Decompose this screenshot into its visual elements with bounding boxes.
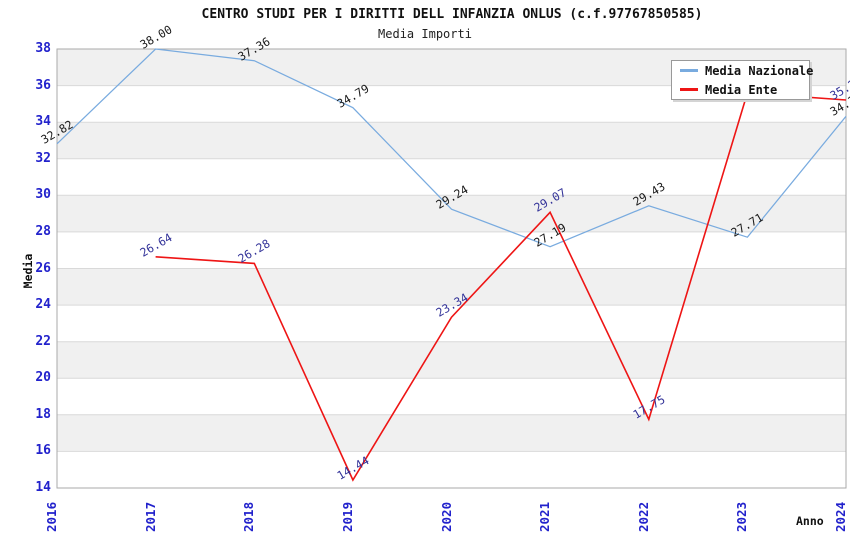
x-tick-label: 2018 [241, 501, 257, 532]
series-line-media-ente [155, 92, 847, 482]
legend-swatch-media-nazionale [680, 69, 698, 72]
legend: Media Nazionale Media Ente [671, 60, 813, 100]
x-tick-label: 2021 [537, 501, 553, 532]
chart-subtitle: Media Importi [378, 27, 472, 41]
legend-swatch-media-ente [680, 88, 698, 91]
plot-border [56, 48, 847, 489]
y-tick-label: 20 [35, 370, 51, 386]
x-tick-label: 2020 [438, 501, 454, 532]
x-tick-label: 2016 [44, 501, 59, 532]
grid-band [57, 414, 846, 452]
y-tick-label: 16 [35, 443, 51, 459]
y-tick-label: 22 [35, 333, 51, 349]
y-tick-label: 32 [35, 150, 51, 166]
series-line-media-nazionale [56, 48, 847, 248]
y-tick-label: 26 [35, 260, 51, 276]
y-tick-label: 14 [35, 480, 51, 495]
x-tick-label: 2024 [833, 501, 848, 532]
legend-label: Media Nazionale [705, 63, 814, 78]
legend-label: Media Ente [705, 82, 778, 97]
y-tick-label: 24 [35, 297, 51, 313]
grid-band [57, 268, 846, 306]
y-tick-label: 34 [35, 114, 51, 130]
y-tick-label: 28 [35, 223, 51, 239]
y-tick-label: 30 [35, 187, 51, 203]
grid-band [57, 122, 846, 159]
x-tick-label: 2023 [734, 501, 750, 532]
x-tick-label: 2019 [339, 501, 355, 532]
grid-band [57, 341, 846, 379]
y-tick-label: 38 [35, 41, 51, 56]
x-axis-title: Anno [796, 514, 824, 528]
x-tick-label: 2022 [635, 501, 651, 532]
legend-item: Media Ente [680, 83, 809, 97]
chart-title: CENTRO STUDI PER I DIRITTI DELL INFANZIA… [201, 7, 703, 22]
x-tick-label: 2017 [142, 501, 158, 532]
y-tick-label: 18 [35, 406, 51, 422]
y-tick-label: 36 [35, 77, 51, 93]
legend-item: Media Nazionale [680, 64, 813, 78]
